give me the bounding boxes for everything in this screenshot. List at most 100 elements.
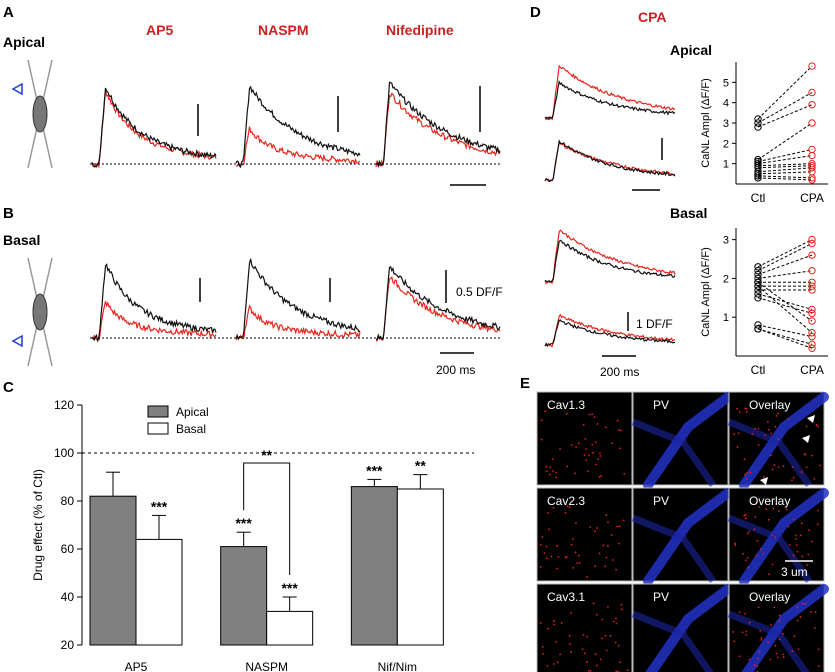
puncta — [582, 423, 585, 426]
bar-basal — [266, 610, 314, 646]
puncta — [553, 620, 555, 623]
puncta — [617, 644, 620, 647]
paired-line — [757, 155, 813, 165]
point-cpa — [808, 340, 816, 349]
puncta — [557, 556, 560, 558]
puncta — [760, 636, 763, 639]
panel-d-apical-title: Apical — [670, 42, 712, 58]
puncta — [806, 564, 809, 567]
puncta — [746, 566, 749, 569]
puncta — [795, 537, 798, 540]
image-label: Overlay — [749, 494, 790, 508]
bar-apical — [89, 495, 137, 646]
point-ctl — [754, 119, 762, 127]
puncta — [605, 649, 608, 652]
pv-dendrite — [631, 610, 714, 672]
puncta — [746, 532, 749, 535]
trace-control — [91, 263, 217, 343]
puncta — [801, 602, 804, 605]
puncta — [544, 410, 547, 413]
puncta — [619, 429, 622, 432]
puncta — [550, 555, 553, 558]
point-cpa — [808, 101, 816, 109]
y-axis-label: CaNL Ampl (ΔF/F) — [700, 78, 712, 167]
trace-control — [544, 80, 676, 120]
puncta — [770, 454, 772, 457]
paired-line — [757, 243, 813, 272]
paired-line — [757, 328, 813, 345]
image-tile — [536, 487, 633, 582]
pv-dendrite — [741, 584, 829, 672]
puncta — [609, 634, 612, 637]
comparison-bracket — [243, 462, 291, 575]
y-tick-label: 5 — [723, 77, 729, 89]
image-label: Overlay — [749, 398, 790, 412]
puncta — [585, 448, 587, 450]
paired-line — [757, 324, 813, 338]
puncta — [819, 464, 821, 467]
y-tick-label: 60 — [61, 542, 75, 556]
point-cpa — [808, 176, 816, 184]
puncta — [801, 555, 804, 558]
puncta — [581, 648, 584, 651]
puncta — [756, 539, 759, 542]
puncta — [585, 459, 588, 462]
puncta — [744, 612, 747, 615]
puncta — [546, 512, 549, 514]
puncta — [807, 553, 810, 556]
point-cpa — [808, 286, 816, 294]
trace-control — [235, 85, 361, 169]
point-cpa — [808, 266, 816, 275]
puncta — [595, 441, 597, 444]
trace-control — [544, 139, 676, 183]
point-cpa — [808, 317, 816, 325]
point-cpa — [808, 309, 816, 318]
arrowhead-icon — [802, 435, 810, 443]
puncta — [743, 458, 746, 461]
puncta — [755, 554, 758, 557]
x-tick-label: Nif/Nim — [378, 660, 417, 672]
y-tick-label: 120 — [54, 398, 74, 412]
puncta — [584, 437, 587, 440]
pv-dendrite — [643, 488, 733, 586]
arrowhead-icon — [807, 415, 815, 423]
stimulation-site-icon — [11, 334, 23, 348]
y-tick-label: 20 — [61, 638, 75, 652]
puncta — [757, 657, 759, 660]
puncta — [586, 635, 588, 638]
puncta — [746, 471, 749, 474]
pv-dendrite — [631, 418, 716, 488]
significance-label: *** — [151, 498, 168, 514]
puncta — [596, 527, 598, 529]
pv-dendrite — [645, 584, 733, 672]
paired-line — [757, 165, 813, 169]
puncta — [797, 648, 800, 651]
puncta — [767, 420, 769, 423]
puncta — [816, 523, 819, 526]
point-ctl — [754, 172, 762, 180]
puncta — [619, 447, 621, 450]
puncta — [768, 573, 770, 576]
puncta — [774, 426, 777, 428]
puncta — [559, 448, 561, 450]
legend-label: Basal — [176, 422, 206, 436]
paired-line — [757, 148, 813, 163]
row-label-apical: Apical — [3, 34, 45, 50]
puncta — [591, 443, 594, 446]
trace-drug — [544, 64, 676, 121]
puncta — [556, 661, 559, 664]
x-tick-label: NASPM — [245, 660, 288, 672]
paired-line — [757, 171, 813, 175]
puncta — [744, 517, 747, 520]
neuron-schematic-basal — [11, 257, 53, 367]
puncta — [589, 526, 592, 529]
puncta — [577, 554, 580, 557]
puncta — [566, 505, 569, 508]
puncta — [565, 555, 568, 558]
puncta — [548, 473, 551, 476]
puncta — [799, 534, 802, 537]
puncta — [817, 665, 820, 668]
trace-drug — [376, 276, 501, 342]
puncta — [744, 513, 747, 516]
puncta — [777, 656, 779, 659]
